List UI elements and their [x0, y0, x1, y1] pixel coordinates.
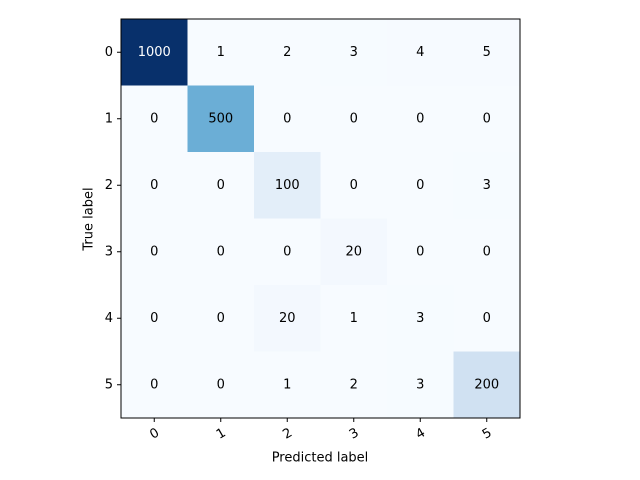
cell-label: 0 [416, 178, 424, 193]
y-tick-label: 3 [105, 244, 113, 259]
cell-label: 1 [217, 45, 225, 60]
heatmap-cell [254, 351, 321, 419]
heatmap-cell [453, 152, 521, 219]
cell-label: 0 [283, 111, 291, 126]
cell-label: 5 [483, 45, 491, 60]
heatmap-cell [187, 19, 255, 86]
cell-label: 0 [283, 244, 291, 259]
cell-label: 500 [208, 111, 233, 126]
heatmap-cell [453, 285, 521, 352]
heatmap-cell [387, 85, 454, 153]
cell-label: 0 [150, 377, 158, 392]
heatmap-cell [187, 152, 255, 219]
heatmap-cell [254, 152, 321, 219]
heatmap-cell [387, 351, 454, 419]
heatmap-cell [320, 218, 388, 286]
axes-frame [120, 18, 521, 419]
heatmap-cell [453, 351, 521, 419]
cell-label: 0 [217, 377, 225, 392]
heatmap-cell [187, 218, 255, 286]
x-tick-label: 4 [413, 426, 428, 443]
cell-label: 4 [416, 45, 424, 60]
y-tick-label: 0 [105, 45, 113, 60]
y-tick-label: 4 [105, 311, 113, 326]
heatmap-cell [187, 285, 255, 352]
heatmap-cell [320, 19, 388, 86]
cell-label: 0 [350, 111, 358, 126]
cell-label: 0 [150, 311, 158, 326]
cell-label: 1 [283, 377, 291, 392]
y-tick-label: 5 [105, 377, 113, 392]
x-tick-label: 5 [480, 426, 495, 443]
cell-label: 0 [217, 178, 225, 193]
heatmap-cell [187, 351, 255, 419]
heatmap-cell [254, 218, 321, 286]
heatmap-cell [320, 152, 388, 219]
cell-label: 3 [416, 377, 424, 392]
x-tick-label: 0 [147, 426, 162, 443]
heatmap-cell [387, 285, 454, 352]
x-tick-label: 3 [347, 426, 362, 443]
cell-label: 0 [150, 244, 158, 259]
heatmap-cell [121, 218, 188, 286]
cell-label: 20 [345, 244, 362, 259]
cell-label: 0 [483, 311, 491, 326]
cell-label: 0 [150, 178, 158, 193]
cell-label: 0 [416, 111, 424, 126]
x-tick-label: 2 [280, 426, 295, 443]
y-axis-label: True label [82, 187, 97, 251]
heatmap-cell [320, 285, 388, 352]
cell-label: 0 [416, 244, 424, 259]
cell-label: 100 [275, 178, 300, 193]
cell-label: 1 [350, 311, 358, 326]
cell-label: 0 [217, 244, 225, 259]
cell-label: 2 [283, 45, 291, 60]
heatmap-cell [254, 19, 321, 86]
cell-label: 3 [416, 311, 424, 326]
cell-label: 2 [350, 377, 358, 392]
heatmap-cell [387, 152, 454, 219]
cell-label: 0 [483, 111, 491, 126]
cell-label: 0 [217, 311, 225, 326]
heatmap-cell [187, 85, 255, 153]
cell-label: 3 [483, 178, 491, 193]
heatmap-cell [453, 19, 521, 86]
cell-label: 0 [483, 244, 491, 259]
heatmap-cell [121, 351, 188, 419]
heatmap-cell [254, 85, 321, 153]
cell-label: 0 [350, 178, 358, 193]
heatmap-cell [121, 85, 188, 153]
heatmap-cell [453, 85, 521, 153]
heatmap-cell [121, 285, 188, 352]
heatmap-cell [121, 19, 188, 86]
x-axis-label: Predicted label [272, 451, 369, 466]
heatmap-cell [453, 218, 521, 286]
heatmap-cell [387, 19, 454, 86]
cell-label: 3 [350, 45, 358, 60]
heatmap-cell [320, 85, 388, 153]
heatmap-cell [387, 218, 454, 286]
heatmap-cell [254, 285, 321, 352]
y-tick-label: 2 [105, 178, 113, 193]
cell-label: 20 [279, 311, 296, 326]
y-tick-label: 1 [105, 111, 113, 126]
cell-label: 1000 [138, 45, 171, 60]
cell-label: 0 [150, 111, 158, 126]
cell-label: 200 [474, 377, 499, 392]
heatmap-cell [121, 152, 188, 219]
x-tick-label: 1 [214, 426, 229, 443]
heatmap-cell [320, 351, 388, 419]
